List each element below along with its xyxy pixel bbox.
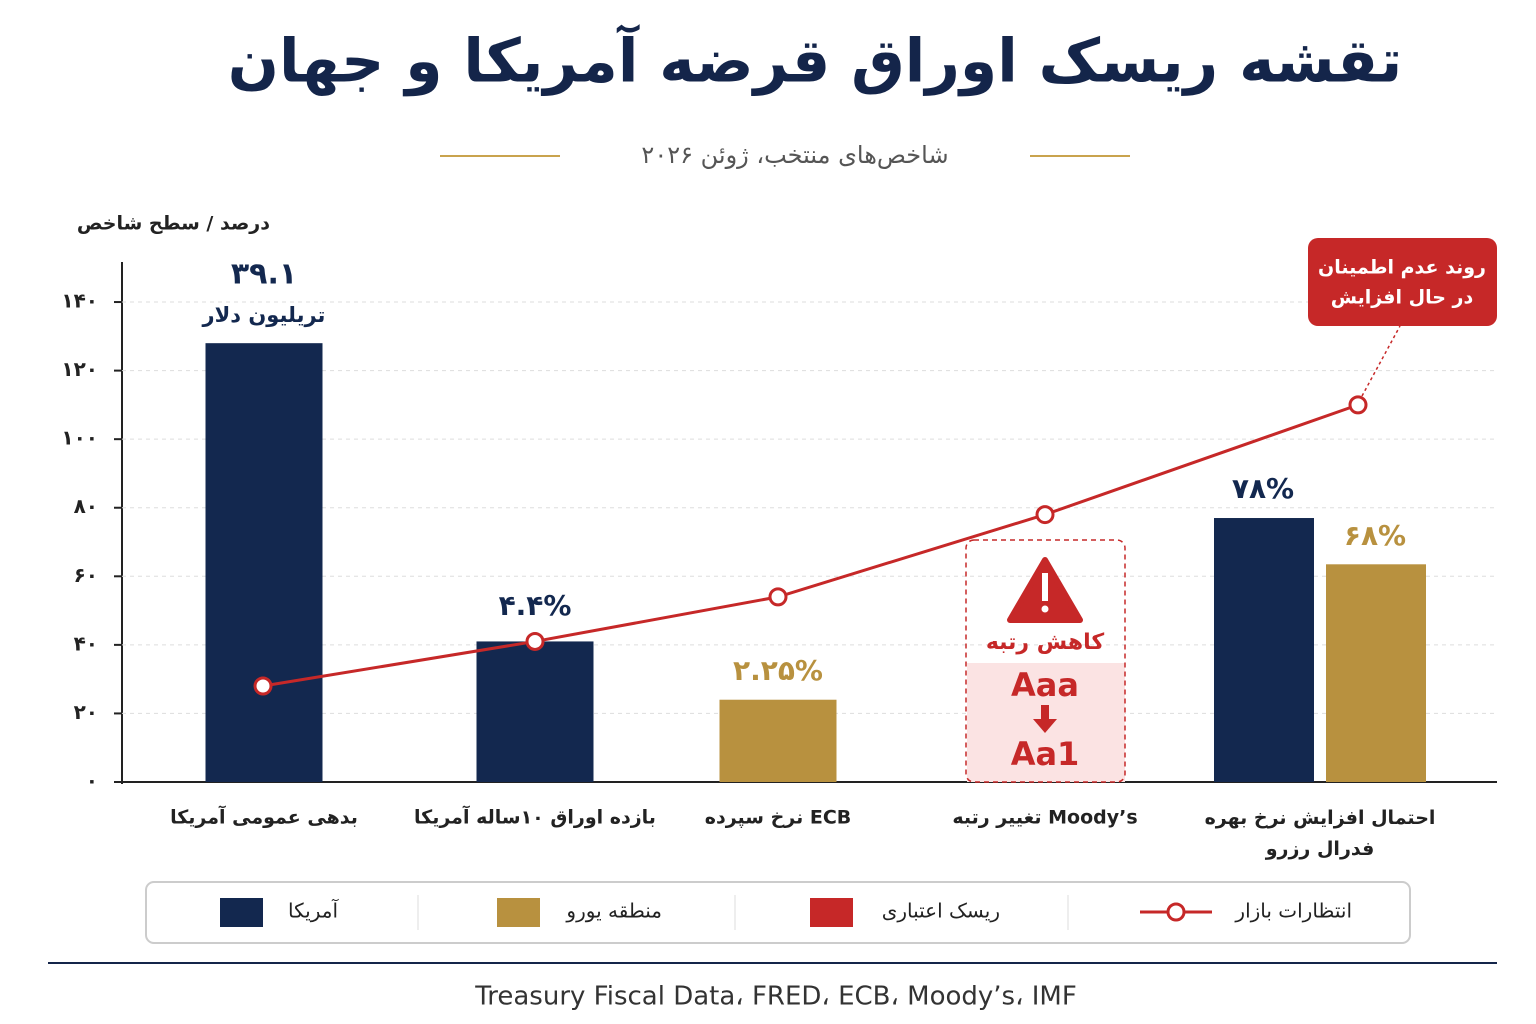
y-tick-label: ۴۰ <box>74 631 98 655</box>
rating-from: Aaa <box>1011 666 1079 704</box>
subtitle: شاخص‌های منتخب، ژوئن ۲۰۲۶ <box>641 141 948 169</box>
bar <box>205 343 323 782</box>
y-tick-label: ۲۰ <box>74 700 98 724</box>
bar <box>1214 518 1314 782</box>
line-point <box>1035 505 1055 525</box>
bar <box>1326 564 1426 782</box>
rating-to: Aa1 <box>1011 735 1080 773</box>
legend-label: انتظارات بازار <box>1234 899 1352 923</box>
x-tick-label: بدهی عمومی آمریکا <box>170 805 358 829</box>
legend-swatch <box>220 898 263 927</box>
source: Treasury Fiscal Data، FRED، ECB، Moody’s… <box>474 982 1077 1012</box>
legend-label: ریسک اعتباری <box>882 899 1000 923</box>
y-tick-label: ۱۴۰ <box>61 289 98 313</box>
bar <box>476 641 594 782</box>
y-tick-label: ۸۰ <box>74 494 98 518</box>
line-point <box>768 587 788 607</box>
callout-text: روند عدم اطمینان <box>1318 257 1486 279</box>
x-tick-label: بازده اوراق ۱۰ساله آمریکا <box>414 805 656 829</box>
legend-marker <box>1166 902 1186 922</box>
x-tick-label: احتمال افزایش نرخ بهره فدرال رزرو <box>1205 807 1436 860</box>
y-tick-label: ۱۲۰ <box>61 357 98 381</box>
x-tick-label-line: احتمال افزایش نرخ بهره <box>1205 807 1436 829</box>
rating-arrow <box>1033 705 1057 733</box>
line-point <box>1348 395 1368 415</box>
annotation: ۶۸% <box>1344 519 1406 552</box>
credit-risk-label: کاهش رتبه <box>986 630 1105 655</box>
line-point <box>525 631 545 651</box>
legend-swatch <box>810 898 853 927</box>
annotation: ۷۸% <box>1232 472 1294 505</box>
y-axis-label: درصد / سطح شاخص <box>77 213 270 235</box>
bar <box>719 699 837 782</box>
y-tick-label: ۰ <box>86 769 98 793</box>
warning-dot <box>1041 605 1049 613</box>
y-tick-label: ۱۰۰ <box>61 426 98 450</box>
chart-title: تقشه ریسک اوراق قرضه آمریکا و جهان <box>228 24 1403 97</box>
callout-leader <box>1361 325 1401 397</box>
annotation: ۲.۲۵% <box>733 654 823 687</box>
line-point <box>253 676 273 696</box>
line <box>262 403 1359 688</box>
callout-box <box>1308 238 1497 326</box>
x-tick-label: تغییر رتبه Moody’s <box>952 807 1137 829</box>
legend-label: آمریکا <box>288 898 339 923</box>
y-tick-label: ۶۰ <box>74 563 98 587</box>
callout-text: در حال افزایش <box>1331 287 1474 309</box>
legend-swatch <box>497 898 540 927</box>
annotation: تریلیون دلار <box>202 303 326 327</box>
warning-mark <box>1042 573 1048 601</box>
x-tick-label: نرخ سپرده ECB <box>705 807 852 829</box>
legend-box <box>145 881 1411 944</box>
annotation: ۴.۴% <box>499 589 572 622</box>
legend-label: منطقه یورو <box>565 899 662 923</box>
annotation: ۳۹.۱ <box>231 257 297 292</box>
x-tick-label-line: فدرال رزرو <box>1265 838 1375 860</box>
